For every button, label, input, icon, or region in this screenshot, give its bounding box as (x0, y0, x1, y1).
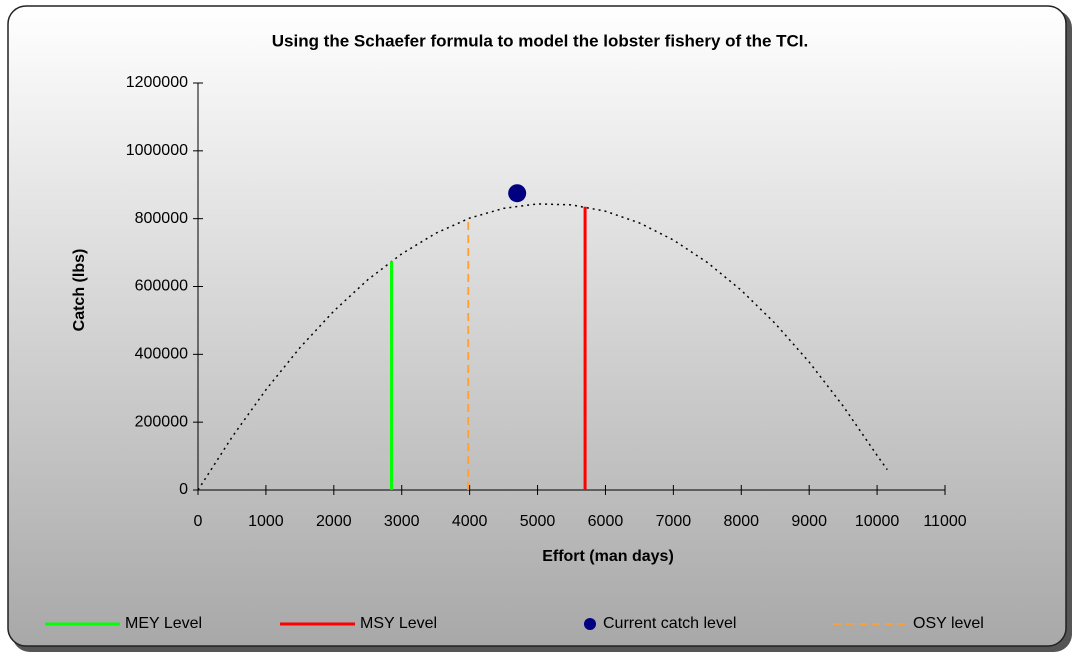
x-tick-label: 10000 (855, 513, 900, 530)
legend-label: OSY level (913, 615, 984, 632)
y-axis-label: Catch (lbs) (71, 249, 88, 332)
data-point (508, 184, 527, 203)
y-tick-label: 0 (179, 481, 188, 498)
y-tick-label: 1000000 (126, 142, 188, 159)
x-tick-label: 8000 (723, 513, 759, 530)
y-tick-label: 1200000 (126, 74, 188, 91)
x-tick-label: 0 (194, 513, 203, 530)
x-tick-label: 11000 (923, 513, 966, 530)
x-tick-label: 1000 (248, 513, 284, 530)
x-tick-label: 3000 (384, 513, 420, 530)
x-axis-label: Effort (man days) (542, 548, 674, 565)
x-tick-label: 4000 (452, 513, 488, 530)
y-tick-label: 400000 (135, 346, 188, 363)
legend-label: Current catch level (603, 615, 736, 632)
x-tick-label: 9000 (791, 513, 827, 530)
y-tick-label: 800000 (135, 210, 188, 227)
legend-label: MEY Level (125, 615, 202, 632)
legend-label: MSY Level (360, 615, 437, 632)
x-tick-label: 7000 (656, 513, 692, 530)
y-tick-label: 600000 (135, 278, 188, 295)
x-tick-label: 2000 (316, 513, 352, 530)
chart-title: Using the Schaefer formula to model the … (272, 31, 809, 50)
legend-marker (584, 618, 596, 630)
x-tick-label: 5000 (520, 513, 556, 530)
frame (7, 5, 1067, 647)
x-tick-label: 6000 (588, 513, 624, 530)
y-tick-label: 200000 (135, 413, 188, 430)
